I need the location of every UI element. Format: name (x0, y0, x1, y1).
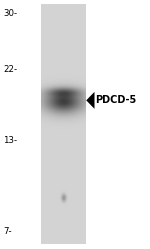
Text: PDCD-5: PDCD-5 (95, 95, 136, 105)
Text: 22-: 22- (3, 65, 17, 74)
Text: 30-: 30- (3, 9, 17, 18)
Text: 7-: 7- (3, 227, 12, 236)
Polygon shape (86, 92, 94, 109)
Text: 13-: 13- (3, 136, 17, 145)
